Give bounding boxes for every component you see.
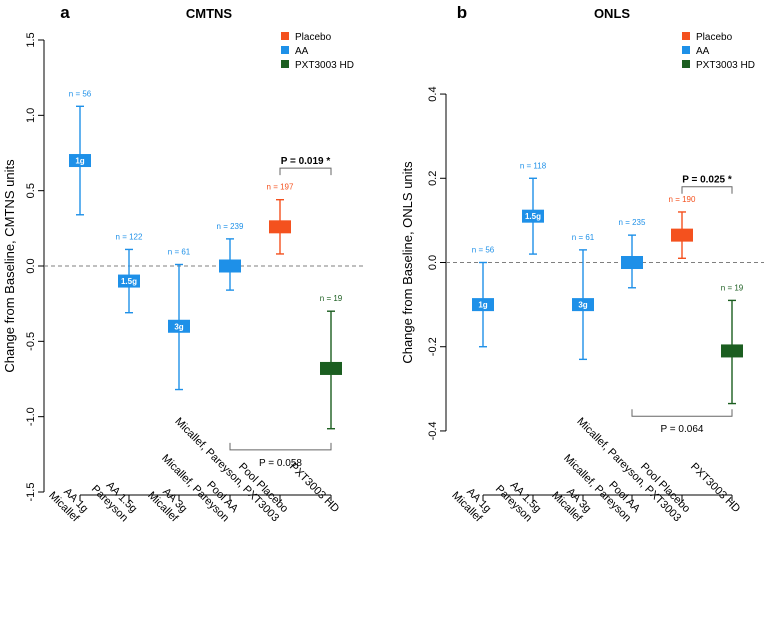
y-tick-label: 0.0 (427, 255, 439, 270)
legend-swatch (281, 32, 289, 40)
data-point-2: 1.5g n = 122 (116, 232, 143, 314)
panel-letter: b (457, 3, 467, 22)
mean-box (721, 344, 743, 358)
legend-swatch (682, 32, 690, 40)
bracket-line (681, 186, 733, 194)
y-tick-label: -0.5 (25, 332, 37, 351)
sample-size-label: n = 56 (472, 246, 495, 255)
comparison-bracket-2: P = 0.064 (631, 409, 733, 435)
panel-letter: a (60, 3, 70, 22)
y-tick-label: -1.0 (25, 407, 37, 426)
chart-title: ONLS (594, 6, 630, 21)
mean-box (168, 319, 190, 333)
data-point-3: 3g n = 61 (572, 233, 595, 361)
sample-size-label: n = 239 (217, 222, 244, 231)
category-label-line: PXT3003 HD (287, 461, 341, 515)
category-label: AA 1.5gPareyson (89, 474, 140, 525)
p-value-label: P = 0.064 (661, 424, 704, 435)
mean-box (522, 209, 544, 223)
mean-box (671, 228, 693, 242)
mean-box-label: 1.5g (525, 212, 541, 221)
sample-size-label: n = 61 (572, 233, 595, 242)
chart-title: CMTNS (186, 6, 233, 21)
panel-a: a CMTNS 1.5 1.0 0.5 0.0 -0.5 -1.0 -1.5 Change fro… (2, 3, 363, 525)
data-point-6: n = 19 (721, 283, 744, 405)
data-point-2: 1.5g n = 118 (520, 161, 547, 255)
panel-b: b ONLS 0.4 0.2 0.0 -0.2 -0.4 Change from Baseli… (400, 3, 764, 525)
bracket-line (631, 409, 733, 417)
sample-size-label: n = 56 (69, 89, 92, 98)
legend-label: AA (696, 46, 710, 57)
sample-size-label: n = 61 (168, 247, 191, 256)
bracket-line (229, 442, 332, 451)
sample-size-label: n = 19 (721, 283, 744, 292)
data-point-5: n = 197 (267, 183, 294, 255)
data-point-6: n = 19 (320, 294, 343, 430)
legend-label: AA (295, 46, 309, 57)
y-axis-title: Change from Baseline, CMTNS units (2, 159, 17, 373)
mean-box-label: 1.5g (121, 277, 137, 286)
sample-size-label: n = 190 (669, 195, 696, 204)
category-label: AA 3gMicallef (549, 480, 594, 525)
comparison-bracket-1: P = 0.025 * (681, 175, 733, 194)
y-axis-title: Change from Baseline, ONLS units (400, 161, 415, 364)
sample-size-label: n = 19 (320, 294, 343, 303)
sample-size-label: n = 118 (520, 161, 547, 170)
mean-box-label: 1g (478, 301, 487, 310)
data-point-5: n = 190 (669, 195, 696, 259)
y-tick-label: 1.5 (25, 32, 37, 47)
p-value-label: P = 0.058 (259, 458, 302, 469)
data-point-1: 1g n = 56 (69, 89, 92, 216)
mean-box (69, 154, 91, 168)
sample-size-label: n = 235 (619, 218, 646, 227)
legend-swatch (281, 46, 289, 54)
category-label: PXT3003 HD (688, 461, 742, 515)
legend-label: PXT3003 HD (696, 60, 755, 71)
data-point-4: n = 235 (619, 218, 646, 289)
category-label-line: PXT3003 HD (688, 461, 742, 515)
category-label: AA 1gMicallef (46, 480, 91, 525)
mean-box-label: 3g (578, 301, 587, 310)
mean-box (320, 361, 342, 375)
legend-label: Placebo (295, 32, 332, 43)
y-tick-label: 0.5 (25, 183, 37, 198)
legend-swatch (682, 46, 690, 54)
data-point-3: 3g n = 61 (168, 247, 191, 391)
category-label: AA 3gMicallef (145, 480, 190, 525)
p-value-label: P = 0.019 * (281, 156, 331, 167)
legend: Placebo AA PXT3003 HD (281, 32, 354, 71)
category-label: PXT3003 HD (287, 461, 341, 515)
category-label: AA 1.5gPareyson (493, 474, 544, 525)
y-tick-label: 0.2 (427, 171, 439, 186)
data-point-1: 1g n = 56 (472, 246, 495, 348)
comparison-bracket-2: P = 0.058 (229, 442, 332, 469)
y-tick-label: -1.5 (25, 483, 37, 502)
y-tick-label: -0.4 (427, 421, 439, 440)
legend-swatch (281, 60, 289, 68)
y-tick-label: 0.0 (25, 258, 37, 273)
comparison-bracket-1: P = 0.019 * (279, 156, 332, 176)
mean-box-label: 1g (75, 157, 84, 166)
mean-box (472, 298, 494, 312)
legend-label: PXT3003 HD (295, 60, 354, 71)
legend-label: Placebo (696, 32, 733, 43)
y-tick-label: 1.0 (25, 108, 37, 123)
mean-box (621, 256, 643, 269)
legend-swatch (682, 60, 690, 68)
mean-box (572, 298, 594, 312)
bracket-line (279, 167, 332, 176)
mean-box (219, 259, 241, 273)
category-label: AA 1gMicallef (449, 480, 494, 525)
mean-box (269, 220, 291, 234)
sample-size-label: n = 197 (267, 183, 294, 192)
y-tick-label: -0.2 (427, 337, 439, 356)
p-value-label: P = 0.025 * (682, 175, 732, 186)
y-tick-label: 0.4 (427, 86, 439, 101)
mean-box (118, 274, 140, 288)
sample-size-label: n = 122 (116, 232, 143, 241)
legend: Placebo AA PXT3003 HD (682, 32, 755, 71)
data-point-4: n = 239 (217, 222, 244, 291)
mean-box-label: 3g (174, 322, 183, 331)
